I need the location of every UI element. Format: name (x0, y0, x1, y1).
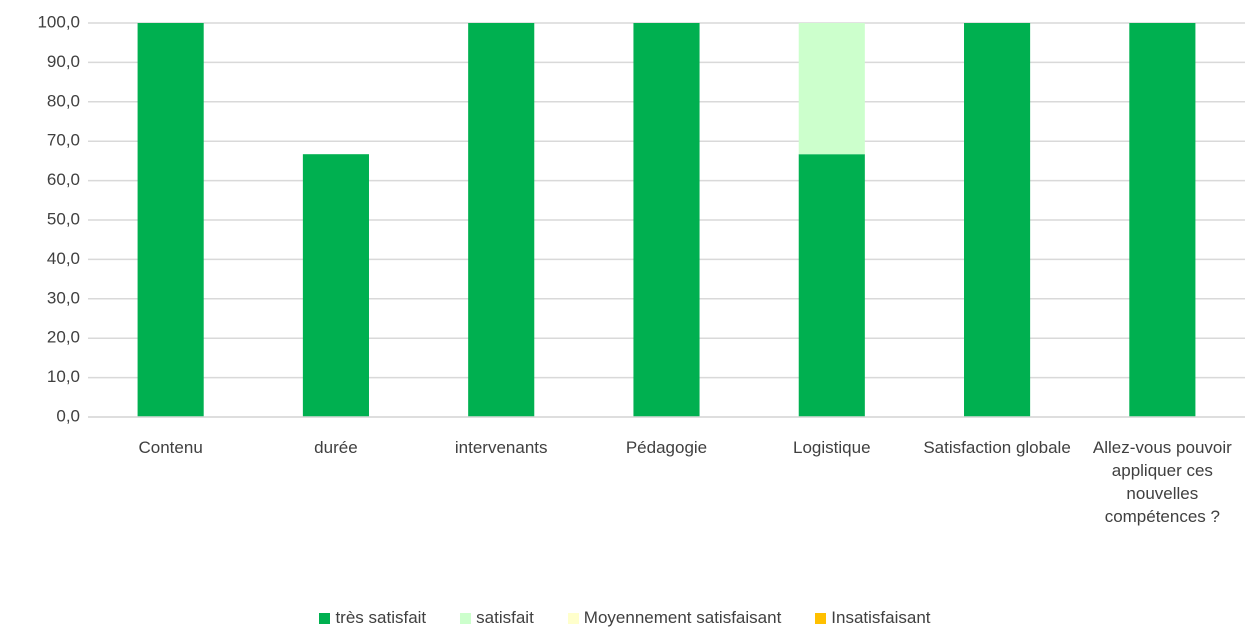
legend-swatch (460, 612, 472, 624)
legend-swatch (567, 612, 579, 624)
legend-item: satisfait (460, 608, 534, 628)
x-tick-label: durée (314, 438, 358, 457)
bar-segment (137, 23, 204, 417)
y-tick-label: 40,0 (47, 249, 80, 268)
legend-label: satisfait (476, 608, 534, 627)
legend-label: Moyennement satisfaisant (583, 608, 782, 627)
x-tick-label: Logistique (793, 438, 871, 457)
y-tick-label: 80,0 (47, 91, 80, 110)
y-tick-label: 10,0 (47, 367, 80, 386)
bar-segment (302, 154, 369, 417)
y-tick-label: 0,0 (56, 406, 80, 425)
y-tick-label: 70,0 (47, 131, 80, 150)
y-tick-label: 20,0 (47, 328, 80, 347)
legend-item: Moyennement satisfaisant (567, 608, 782, 628)
bar-segment (633, 23, 700, 417)
bar-segment (468, 23, 535, 417)
chart: 0,0 10,0 20,0 30,0 40,0 50,0 60,0 70,0 80,0 90,0 1… (37, 12, 1245, 425)
x-tick-label: intervenants (454, 438, 548, 457)
legend-item: Insatisfaisant (815, 608, 931, 628)
bar-segment (798, 23, 865, 155)
y-tick-label: 50,0 (47, 209, 80, 228)
x-tick-label: Satisfaction globale (923, 438, 1071, 457)
legend-label: Insatisfaisant (831, 608, 931, 627)
legend-item: très satisfait (319, 608, 426, 628)
y-tick-label: 60,0 (47, 170, 80, 189)
y-tick-label: 90,0 (47, 52, 80, 71)
bar-segment (1129, 23, 1196, 417)
legend-swatch (319, 612, 331, 624)
x-tick-label: Allez-vous pouvoir appliquer ces nouvell… (1092, 438, 1232, 526)
y-tick-label: 30,0 (47, 288, 80, 307)
bar-segment (798, 154, 865, 417)
y-tick-label: 100,0 (37, 12, 80, 31)
legend-label: très satisfait (335, 608, 427, 627)
x-tick-label: Pédagogie (625, 438, 708, 457)
x-tick-label: Contenu (138, 438, 203, 457)
legend: très satisfait satisfait Moyennement satis… (0, 608, 1250, 628)
legend-swatch (815, 612, 827, 624)
bar-segment (964, 23, 1031, 417)
